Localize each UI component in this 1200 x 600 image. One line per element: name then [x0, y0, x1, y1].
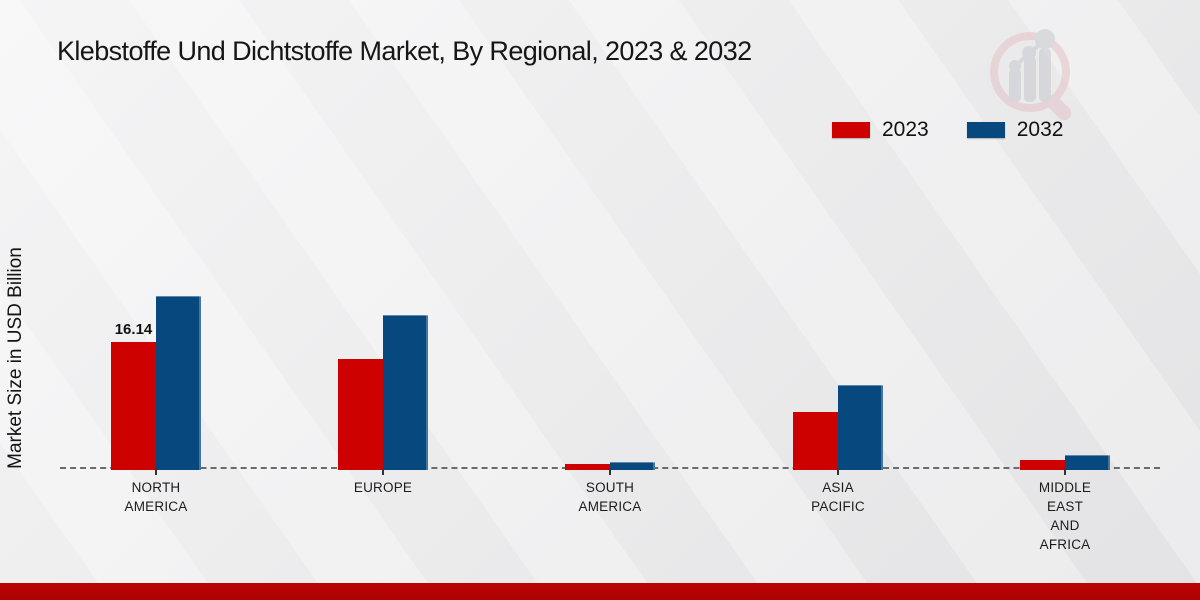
chart-title: Klebstoffe Und Dichtstoffe Market, By Re… — [57, 36, 752, 66]
x-axis-tick — [382, 469, 384, 475]
x-axis-label-asia-pacific: ASIA PACIFIC — [768, 478, 908, 516]
legend-label: 2023 — [882, 118, 929, 141]
x-axis-label-line: AFRICA — [1039, 537, 1091, 552]
legend-item-2023: 2023 — [832, 118, 929, 142]
x-axis-label-south-america: SOUTH AMERICA — [540, 478, 680, 516]
magnifier-bar-chart-logo-icon — [990, 29, 1072, 121]
x-axis-tick — [609, 469, 611, 475]
bar-2032-asia-pacific — [838, 385, 883, 470]
x-axis-label-line: EAST — [1046, 499, 1084, 514]
x-axis-label-line: PACIFIC — [811, 499, 865, 514]
bar-2032-south-america — [610, 462, 655, 470]
x-axis-label-line: NORTH — [131, 480, 181, 495]
footer-accent-bar — [0, 583, 1200, 600]
legend-item-2032: 2032 — [966, 118, 1064, 142]
x-axis-label-europe: EUROPE — [313, 478, 453, 497]
x-axis-tick — [837, 469, 839, 475]
x-axis-label-line: MIDDLE — [1038, 480, 1092, 495]
x-axis-label-line: AMERICA — [578, 499, 642, 514]
x-axis-label-line: SOUTH — [585, 480, 635, 495]
legend-swatch-icon — [966, 122, 1005, 138]
x-axis-label-line: EUROPE — [353, 480, 413, 495]
bar-2023-middle-east-and-africa — [1020, 460, 1065, 470]
bar-2023-north-america — [111, 342, 156, 470]
bar-2032-north-america — [156, 296, 201, 470]
bar-2032-middle-east-and-africa — [1065, 455, 1110, 470]
bar-2032-europe — [383, 315, 428, 470]
x-axis-tick — [1064, 469, 1066, 475]
bar-2023-asia-pacific — [793, 412, 838, 470]
x-axis-label-line: ASIA — [822, 480, 854, 495]
x-axis-tick — [155, 469, 157, 475]
x-axis-label-north-america: NORTH AMERICA — [86, 478, 226, 516]
bar-2023-europe — [338, 359, 383, 470]
bar-value-label: 16.14 — [114, 321, 153, 338]
legend: 2023 2032 — [832, 118, 1063, 142]
x-axis-label-line: AMERICA — [124, 499, 188, 514]
x-axis-label-middle-east-and-africa: MIDDLE EAST AND AFRICA — [995, 478, 1135, 554]
x-axis-label-line: AND — [1050, 518, 1080, 533]
legend-swatch-icon — [832, 122, 870, 138]
bar-2023-south-america — [565, 464, 610, 470]
legend-label: 2032 — [1016, 118, 1064, 141]
